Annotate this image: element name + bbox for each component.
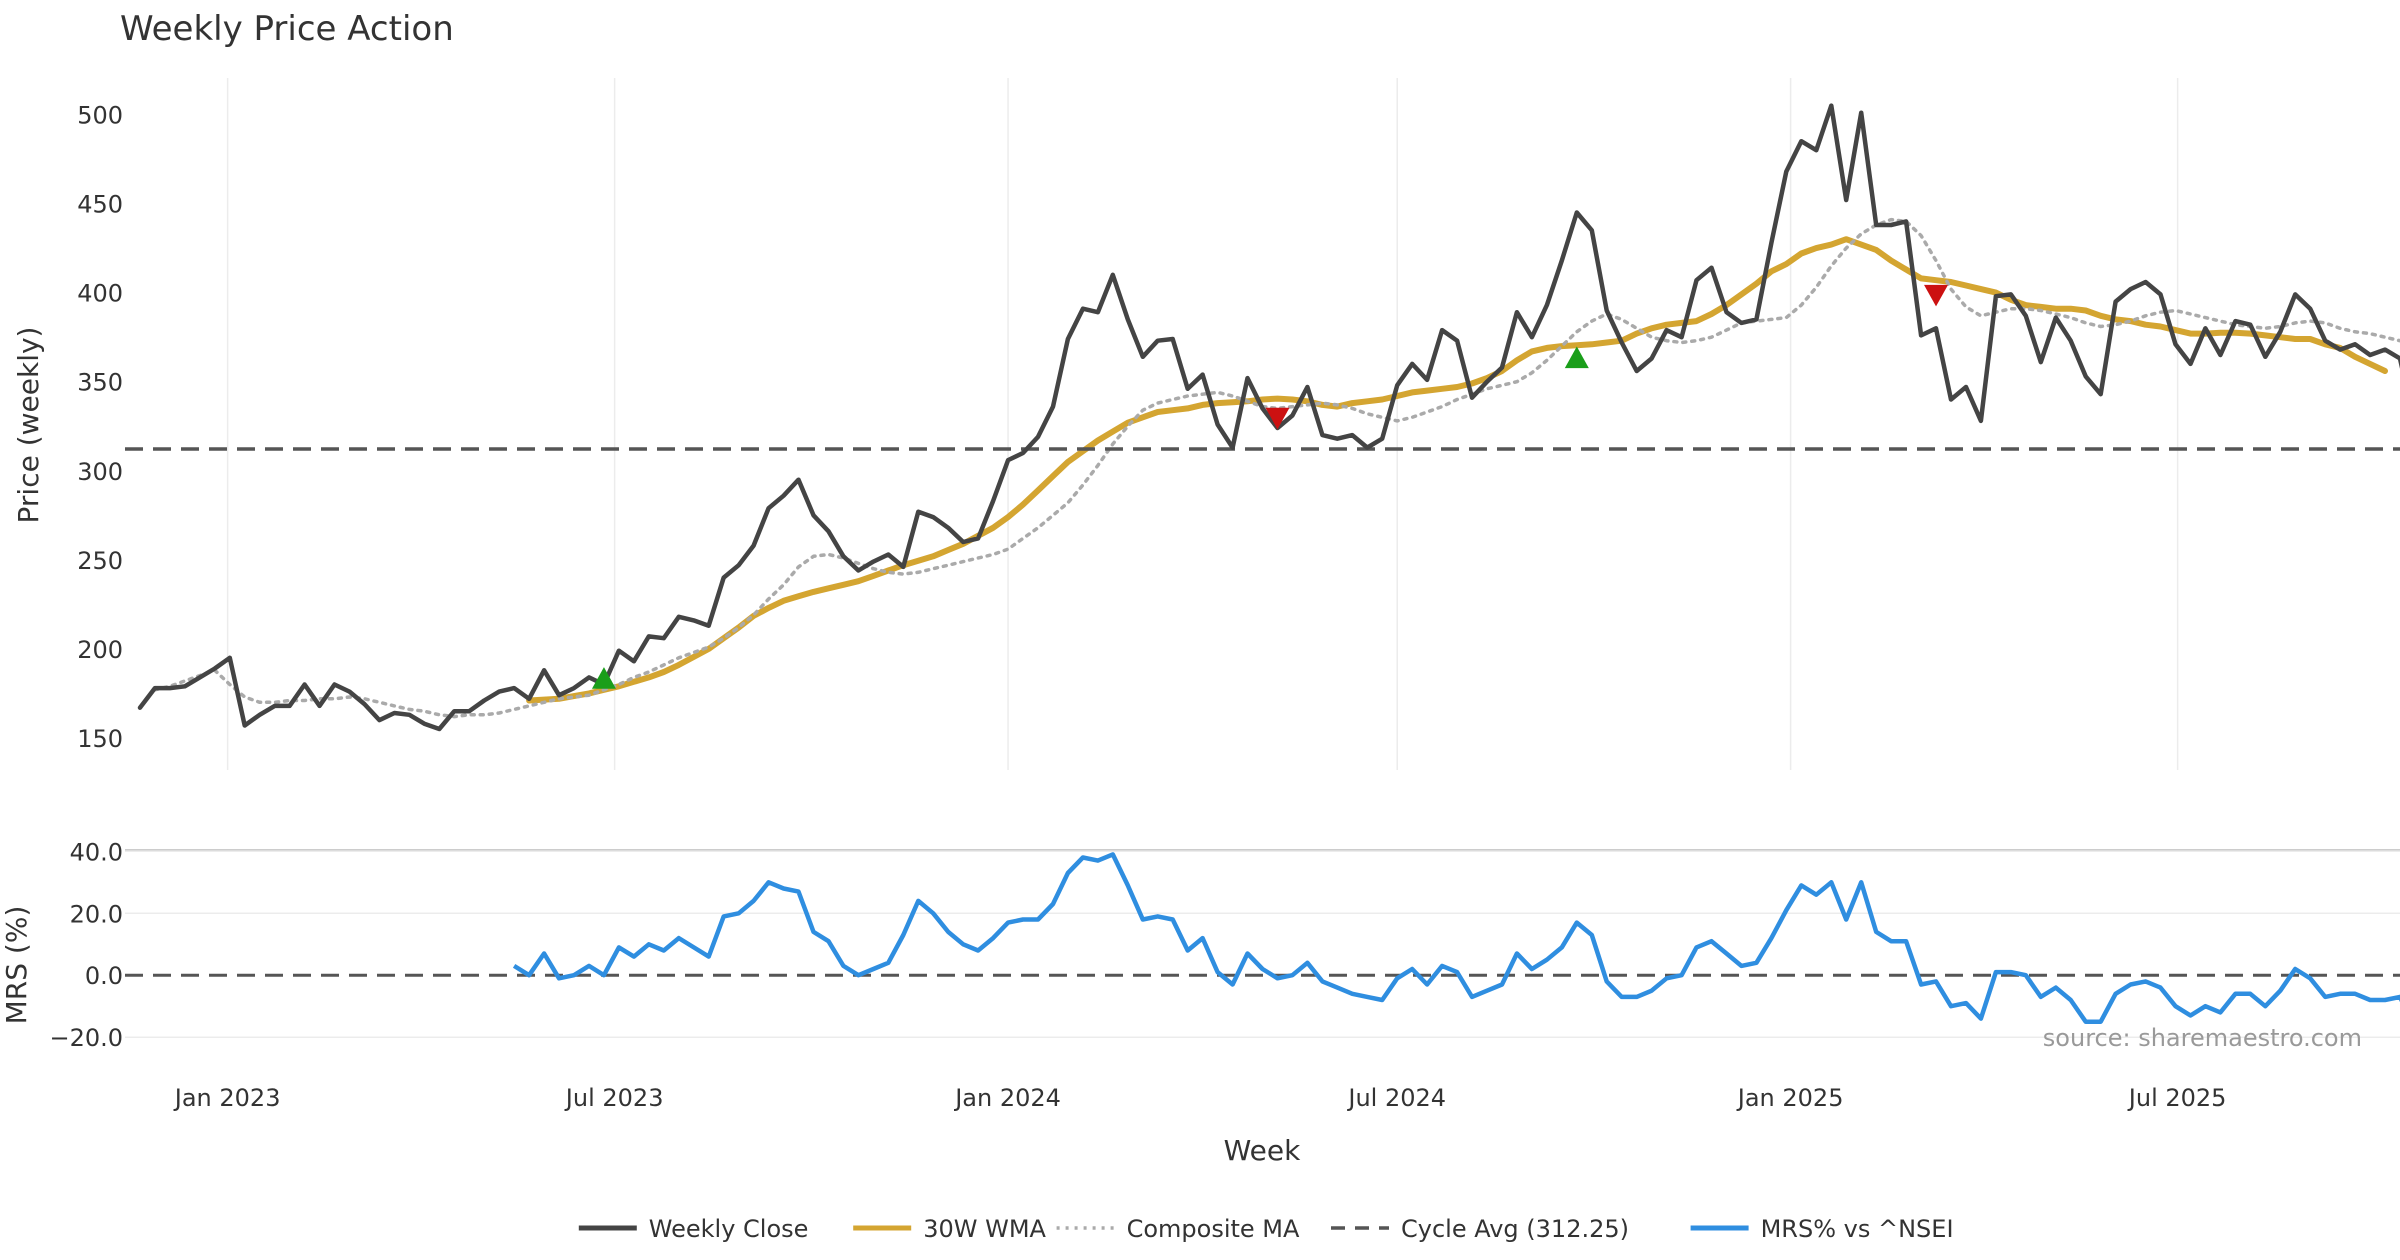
legend-label: Cycle Avg (312.25) <box>1401 1215 1629 1243</box>
price-axis-ticks: 150 200 250 300 350 400 450 500 <box>77 102 123 753</box>
price-tick-label: 150 <box>77 725 123 753</box>
x-axis-ticks: Jan 2023 Jul 2023 Jan 2024 Jul 2024 Jan 2025… <box>173 1084 2227 1112</box>
mrs-tick-label: 20.0 <box>70 900 123 928</box>
price-tick-label: 350 <box>77 369 123 397</box>
x-tick-label: Jul 2023 <box>564 1084 664 1112</box>
mrs-line <box>512 852 2400 1024</box>
price-tick-label: 250 <box>77 547 123 575</box>
source-label: source: sharemaestro.com <box>2043 1024 2362 1052</box>
buy-signal-marker <box>1564 346 1589 369</box>
price-tick-label: 400 <box>77 280 123 308</box>
price-tick-label: 200 <box>77 636 123 664</box>
price-tick-label: 500 <box>77 102 123 130</box>
mrs-axis-title: MRS (%) <box>0 906 33 1025</box>
price-tick-label: 300 <box>77 458 123 486</box>
30w-wma-line <box>526 236 2388 704</box>
x-tick-label: Jan 2023 <box>173 1084 281 1112</box>
sell-signal-marker <box>1924 284 1949 307</box>
price-panel-gridlines <box>226 78 2179 770</box>
mrs-panel-gridlines <box>125 850 2400 1038</box>
legend-label: MRS% vs ^NSEI <box>1761 1215 1954 1243</box>
price-tick-label: 450 <box>77 191 123 219</box>
legend-label: Weekly Close <box>649 1215 809 1243</box>
mrs-tick-label: 0.0 <box>85 962 123 990</box>
mrs-panel-series <box>512 852 2400 1024</box>
weekly-close-line <box>137 103 2400 732</box>
legend-label: Composite MA <box>1127 1215 1300 1243</box>
x-tick-label: Jul 2024 <box>1346 1084 1446 1112</box>
price-panel-series <box>125 103 2400 732</box>
mrs-tick-label: −20.0 <box>49 1024 123 1052</box>
signal-markers <box>591 284 1949 689</box>
legend-label: 30W WMA <box>923 1215 1046 1243</box>
mrs-tick-label: 40.0 <box>70 838 123 866</box>
x-tick-label: Jul 2025 <box>2127 1084 2227 1112</box>
x-tick-label: Jan 2025 <box>1736 1084 1844 1112</box>
x-tick-label: Jan 2024 <box>953 1084 1061 1112</box>
chart-title: Weekly Price Action <box>120 9 454 49</box>
sell-signal-marker <box>1265 407 1290 430</box>
buy-signal-marker <box>591 667 616 689</box>
price-axis-title: Price (weekly) <box>12 327 45 524</box>
x-axis-title: Week <box>1224 1134 1301 1167</box>
mrs-axis-ticks: 40.0 20.0 0.0 −20.0 <box>49 838 123 1052</box>
chart-legend: Weekly Close 30W WMA Composite MA Cycle Avg… <box>578 1215 1954 1243</box>
